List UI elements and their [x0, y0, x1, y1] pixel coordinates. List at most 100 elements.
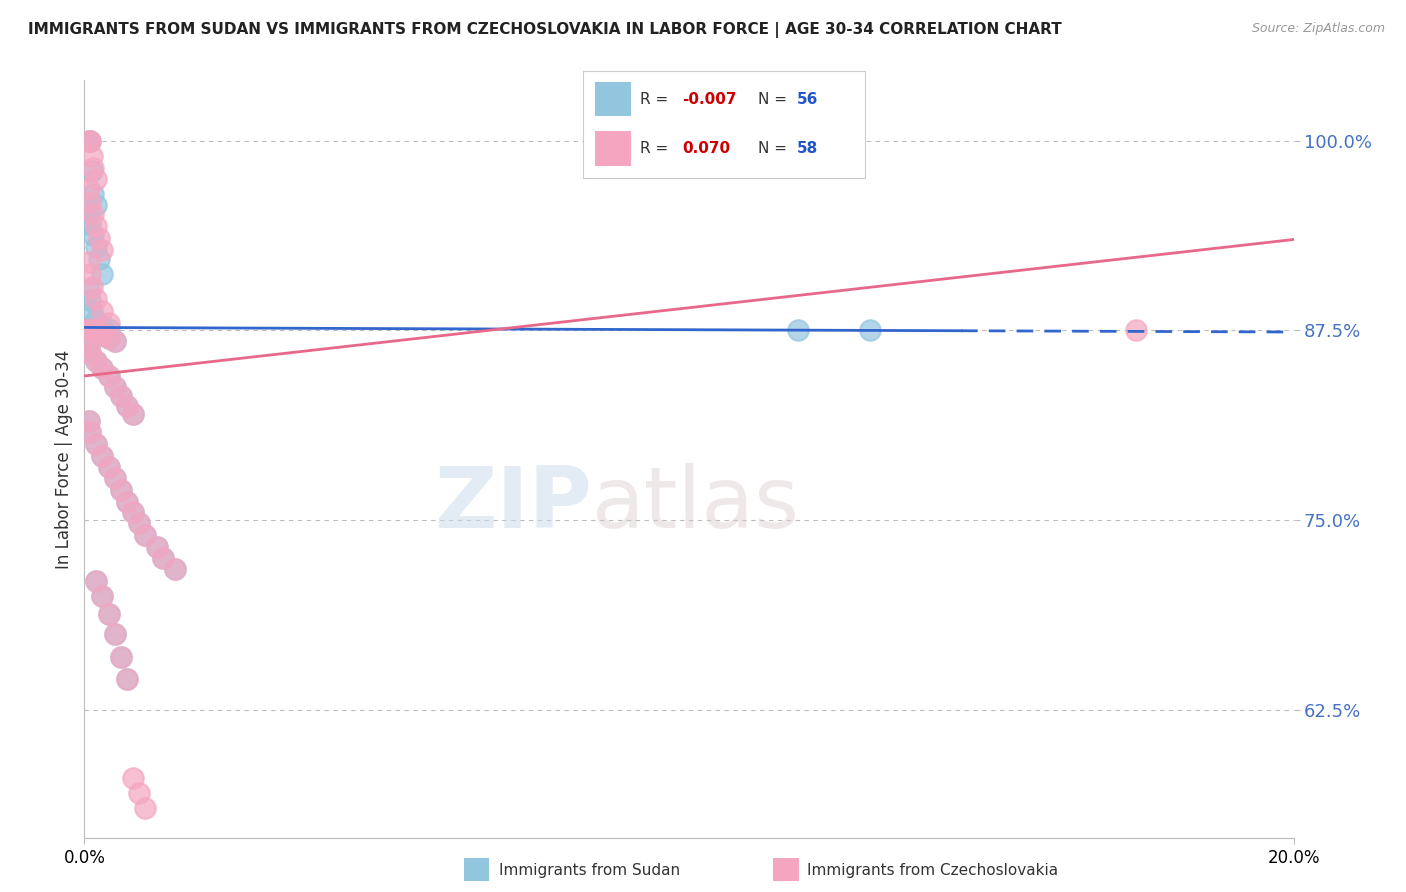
Point [115, 495, 138, 509]
Point [128, 786, 150, 800]
Point [77, 255, 100, 269]
Point [79, 324, 101, 338]
Point [104, 470, 127, 484]
Point [115, 673, 138, 687]
Point [86, 219, 108, 233]
Text: 0.070: 0.070 [682, 141, 730, 156]
Point [82, 227, 104, 242]
Point [97, 322, 120, 336]
Text: 56: 56 [797, 92, 818, 107]
Point [97, 607, 120, 621]
Point [115, 400, 138, 414]
Text: Immigrants from Sudan: Immigrants from Sudan [499, 863, 681, 878]
Point [121, 505, 143, 519]
Point [79, 134, 101, 148]
Point [165, 561, 187, 575]
Point [86, 324, 108, 338]
Point [79, 425, 101, 439]
Point [82, 207, 104, 221]
Point [97, 607, 120, 621]
Point [91, 361, 114, 376]
Bar [595, 82, 631, 116]
Point [91, 589, 114, 603]
Point [77, 324, 100, 338]
Y-axis label: In Labor Force | Age 30-34: In Labor Force | Age 30-34 [55, 350, 73, 569]
Point [82, 161, 104, 176]
Point [786, 324, 808, 338]
Point [859, 324, 882, 338]
Point [77, 207, 100, 221]
Point [89, 325, 111, 339]
Point [134, 801, 156, 815]
Point [104, 626, 127, 640]
Text: Source: ZipAtlas.com: Source: ZipAtlas.com [1251, 22, 1385, 36]
Point [91, 303, 114, 318]
Point [79, 194, 101, 209]
Point [79, 346, 101, 360]
Point [77, 322, 100, 336]
Point [82, 324, 104, 338]
Point [80, 164, 103, 178]
Text: -0.007: -0.007 [682, 92, 737, 107]
Point [79, 346, 101, 360]
Point [110, 483, 132, 497]
Point [77, 415, 100, 429]
Point [152, 551, 174, 566]
Point [80, 303, 103, 318]
Point [80, 149, 103, 163]
Point [91, 268, 114, 282]
Point [86, 324, 108, 338]
Point [152, 551, 174, 566]
Point [115, 673, 138, 687]
Point [79, 293, 101, 307]
Point [97, 316, 120, 330]
Point [86, 313, 108, 327]
Point [134, 528, 156, 542]
Point [110, 389, 132, 403]
Point [86, 353, 108, 368]
Point [1125, 324, 1147, 338]
Point [86, 437, 108, 451]
Point [79, 324, 101, 338]
Text: R =: R = [640, 141, 673, 156]
Point [121, 407, 143, 421]
Point [89, 252, 111, 267]
Point [77, 134, 100, 148]
Point [91, 589, 114, 603]
Point [128, 516, 150, 530]
Text: N =: N = [758, 141, 792, 156]
Text: Immigrants from Czechoslovakia: Immigrants from Czechoslovakia [807, 863, 1059, 878]
Point [86, 197, 108, 211]
Point [91, 328, 114, 343]
Point [82, 324, 104, 338]
Point [91, 318, 114, 333]
Point [77, 338, 100, 352]
Point [79, 218, 101, 232]
Point [79, 134, 101, 148]
Point [91, 361, 114, 376]
Point [86, 172, 108, 186]
Point [77, 283, 100, 297]
Point [121, 407, 143, 421]
Point [104, 379, 127, 393]
Point [91, 243, 114, 257]
Point [97, 369, 120, 384]
Point [79, 268, 101, 282]
Bar [595, 131, 631, 166]
Point [80, 279, 103, 293]
Point [77, 338, 100, 352]
Point [97, 331, 120, 345]
Point [91, 450, 114, 464]
Point [86, 574, 108, 588]
Point [146, 541, 169, 555]
Point [121, 771, 143, 785]
Point [97, 460, 120, 475]
Point [89, 231, 111, 245]
Text: ZIP: ZIP [434, 463, 592, 547]
Point [104, 379, 127, 393]
Point [77, 182, 100, 196]
Point [121, 505, 143, 519]
Point [91, 450, 114, 464]
Point [77, 134, 100, 148]
Point [146, 541, 169, 555]
